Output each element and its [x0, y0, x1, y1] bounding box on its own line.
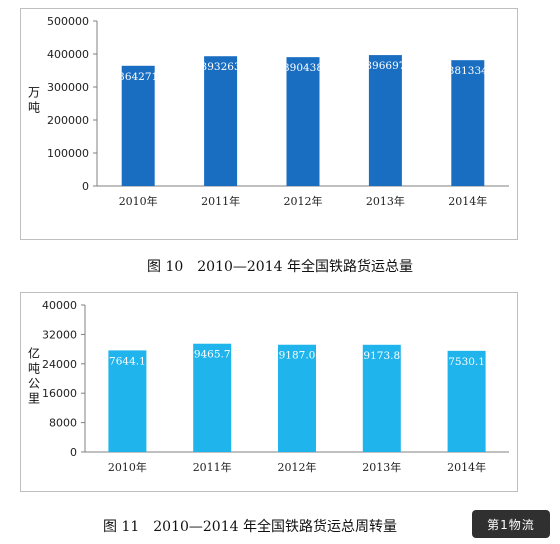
bar-chart-freight-turnover: 0 8000 16000 24000 32000 40000 亿吨公里 27644.13 201… — [28, 299, 509, 474]
x-tick-label: 2011年 — [193, 460, 232, 474]
y-tick-label: 300000 — [47, 81, 89, 94]
bar-2010年 — [108, 350, 147, 452]
figure-caption-11: 图 11 2010—2014 年全国铁路货运总周转量 — [103, 519, 397, 535]
x-tick-label: 2013年 — [366, 194, 405, 208]
bar-value-label: 393263 — [201, 61, 241, 73]
y-tick-label: 16000 — [42, 387, 77, 400]
x-tick-label: 2014年 — [448, 194, 487, 208]
bar-2011年 — [193, 343, 232, 452]
bar-2013年 — [368, 55, 402, 186]
x-tick-label: 2014年 — [447, 460, 486, 474]
y-tick-label: 24000 — [42, 358, 77, 371]
bar-value-label: 29187.09 — [272, 350, 322, 362]
x-tick-label: 2012年 — [278, 460, 317, 474]
x-tick-label: 2012年 — [284, 194, 323, 208]
bar-value-label: 364271 — [118, 71, 158, 83]
chart-panel-freight-turnover: 0 8000 16000 24000 32000 40000 亿吨公里 27644.13 201… — [20, 292, 518, 492]
y-tick-label: 8000 — [49, 417, 77, 430]
x-tick-label: 2010年 — [108, 460, 147, 474]
bar-value-label: 381334 — [448, 65, 488, 77]
y-tick-label: 400000 — [47, 48, 89, 61]
y-tick-label: 0 — [70, 446, 77, 459]
y-tick-label: 32000 — [42, 328, 77, 341]
bar-value-label: 29465.79 — [187, 349, 237, 361]
y-tick-label: 0 — [82, 180, 89, 193]
x-tick-label: 2011年 — [201, 194, 240, 208]
bar-value-label: 27530.19 — [442, 356, 492, 368]
bar-2012年 — [286, 57, 320, 187]
bar-value-label: 390438 — [283, 62, 323, 74]
x-tick-label: 2010年 — [119, 194, 158, 208]
bar-2013年 — [362, 344, 401, 452]
bar-value-label: 396697 — [365, 60, 405, 72]
watermark-logo: 第1物流 — [472, 510, 550, 538]
y-tick-label: 100000 — [47, 147, 89, 160]
figure-caption-10: 图 10 2010—2014 年全国铁路货运总量 — [147, 259, 413, 275]
bar-2014年 — [447, 350, 486, 452]
y-tick-label: 200000 — [47, 114, 89, 127]
bar-chart-freight-volume: 0 100000 200000 300000 400000 500000 万吨 364271 2… — [28, 15, 509, 208]
chart-panel-freight-volume: 0 100000 200000 300000 400000 500000 万吨 364271 2… — [20, 8, 518, 240]
y-axis-title: 亿吨公里 — [28, 346, 40, 406]
y-tick-label: 500000 — [47, 15, 89, 28]
bar-2010年 — [121, 65, 155, 186]
y-axis-title: 万吨 — [28, 86, 40, 115]
x-tick-label: 2013年 — [362, 460, 401, 474]
y-tick-label: 40000 — [42, 299, 77, 312]
bar-2011年 — [204, 56, 238, 187]
bar-value-label: 29173.89 — [357, 350, 407, 362]
bar-value-label: 27644.13 — [102, 355, 152, 367]
bar-2012年 — [278, 344, 316, 452]
bar-2014年 — [451, 60, 485, 187]
